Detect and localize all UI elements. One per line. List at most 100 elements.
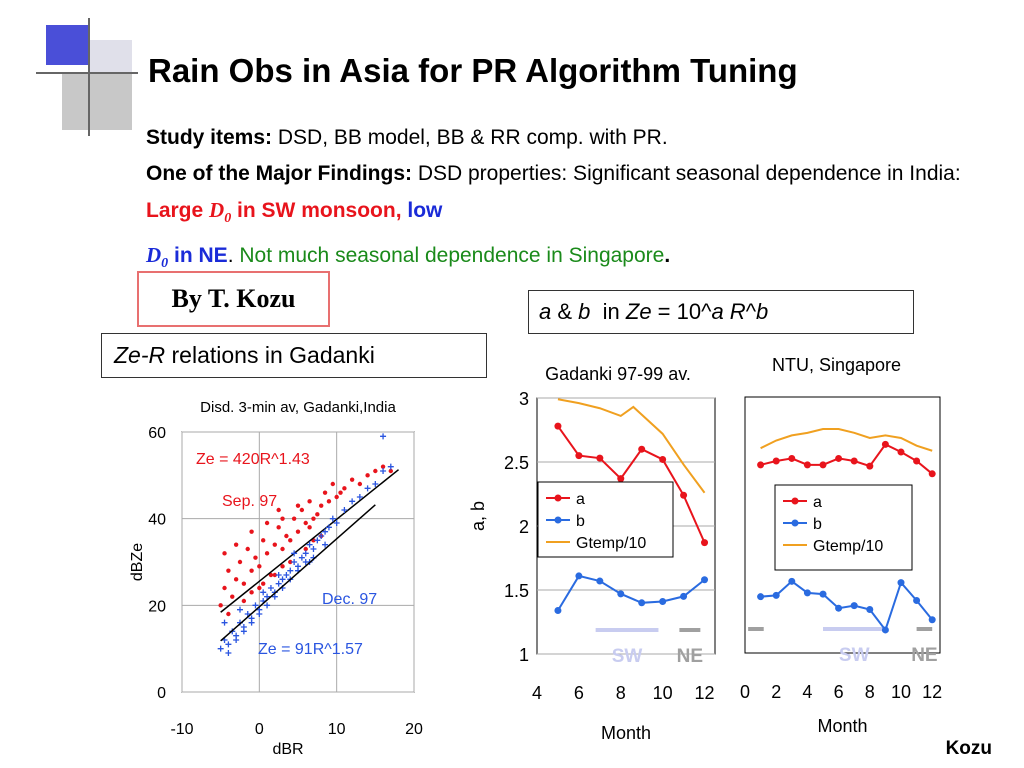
scatter-y-tick-label: 60 xyxy=(148,425,166,442)
line-chart-title: Gadanki 97-99 av. xyxy=(545,364,691,384)
scatter-point-sep97 xyxy=(299,507,305,513)
legend-label: b xyxy=(576,513,585,530)
scatter-point-sep97 xyxy=(253,555,258,560)
season-label: SW xyxy=(839,645,870,666)
scatter-series-label-sep97: Sep. 97 xyxy=(222,493,277,510)
legend-swatch-marker xyxy=(791,519,799,527)
scatter-point-dec97 xyxy=(333,520,340,526)
scatter-x-tick-label: 0 xyxy=(255,721,264,738)
scatter-point-dec97 xyxy=(287,567,294,574)
series-point-b xyxy=(680,592,688,600)
line-x-axis-label: Month xyxy=(601,723,651,743)
series-point-a xyxy=(897,448,905,456)
scatter-point-dec97 xyxy=(240,628,247,635)
scatter-point-sep97 xyxy=(380,464,386,469)
line-x-axis-label: Month xyxy=(817,716,867,736)
series-point-b xyxy=(913,597,921,605)
scatter-point-dec97 xyxy=(283,572,290,578)
scatter-point-dec97 xyxy=(237,606,243,613)
series-point-a xyxy=(638,445,646,453)
line-y-axis-label: a, b xyxy=(468,501,488,531)
scatter-fit-label-sep97: Ze = 420R^1.43 xyxy=(196,451,310,468)
scatter-point-sep97 xyxy=(249,590,254,595)
series-point-a xyxy=(575,452,583,460)
study-label: Study items: xyxy=(146,126,273,149)
series-point-b xyxy=(788,577,796,585)
study-text-block: Study items: DSD, BB model, BB & RR comp… xyxy=(146,120,976,282)
scatter-point-sep97 xyxy=(222,551,227,556)
scatter-point-sep97 xyxy=(272,572,277,578)
scatter-point-sep97 xyxy=(245,546,250,552)
line-x-tick-label: 12 xyxy=(695,683,715,703)
scatter-point-sep97 xyxy=(280,546,285,552)
scatter-point-dec97 xyxy=(225,641,232,648)
line-y-tick-label: 1 xyxy=(519,645,529,665)
scatter-point-dec97 xyxy=(325,524,332,531)
line-chart-title: NTU, Singapore xyxy=(772,355,901,375)
scatter-point-sep97 xyxy=(268,572,274,578)
scatter-y-axis-label: dBZe xyxy=(129,543,146,581)
series-point-a xyxy=(881,440,889,448)
ze-r-relations-box: Ze-R relations in Gadanki xyxy=(101,333,487,378)
line-x-tick-label: 10 xyxy=(653,683,673,703)
scatter-point-dec97 xyxy=(380,433,387,440)
series-point-a xyxy=(772,457,780,465)
scatter-point-dec97 xyxy=(217,645,224,652)
series-point-b xyxy=(617,590,625,598)
scatter-fit-label-dec97: Ze = 91R^1.57 xyxy=(258,641,363,658)
series-point-a xyxy=(913,457,921,465)
series-point-a xyxy=(866,462,874,470)
scatter-point-sep97 xyxy=(342,486,347,491)
scatter-point-dec97 xyxy=(256,611,263,617)
scatter-point-dec97 xyxy=(291,550,298,557)
findings-text: DSD properties: Significant seasonal dep… xyxy=(412,162,961,185)
legend-label: a xyxy=(576,491,585,508)
scatter-point-sep97 xyxy=(288,538,293,543)
finding-period: . xyxy=(227,244,234,268)
series-point-a xyxy=(680,491,688,499)
scatter-point-dec97 xyxy=(260,589,267,596)
scatter-point-sep97 xyxy=(241,598,247,604)
line-y-tick-label: 2.5 xyxy=(504,453,529,473)
scatter-point-sep97 xyxy=(264,520,270,526)
gadanki-line-chart: Gadanki 97-99 av. 1 1.5 2 2.5 3 4 6 8 10 12 Month a,… xyxy=(468,364,716,743)
scatter-point-sep97 xyxy=(241,581,247,586)
scatter-point-sep97 xyxy=(261,538,266,543)
scatter-point-sep97 xyxy=(272,542,277,547)
scatter-point-dec97 xyxy=(225,650,232,656)
series-point-b xyxy=(850,602,858,610)
scatter-point-sep97 xyxy=(276,525,281,530)
series-line-gtemp10 xyxy=(557,398,706,494)
scatter-y-tick-label: 20 xyxy=(148,598,166,615)
series-point-a xyxy=(701,539,709,547)
series-point-b xyxy=(701,576,709,584)
scatter-point-sep97 xyxy=(307,525,312,530)
scatter-point-sep97 xyxy=(237,559,243,565)
corner-square-light xyxy=(88,40,132,74)
findings-label: One of the Major Findings: xyxy=(146,162,412,185)
scatter-point-dec97 xyxy=(372,481,379,487)
series-point-a xyxy=(788,454,796,462)
scatter-series-label-dec97: Dec. 97 xyxy=(322,591,377,608)
series-point-a xyxy=(554,422,562,430)
scatter-point-sep97 xyxy=(257,564,262,569)
series-line-a xyxy=(557,425,706,544)
scatter-point-sep97 xyxy=(291,516,297,521)
series-point-b xyxy=(638,599,646,607)
scatter-point-sep97 xyxy=(311,516,316,521)
legend-swatch-marker xyxy=(554,516,562,524)
line-x-tick-label: 4 xyxy=(802,682,812,702)
series-point-a xyxy=(803,461,811,469)
season-label: SW xyxy=(612,646,643,667)
corner-line-vertical xyxy=(88,18,90,136)
finding-singapore: Not much seasonal dependence in Singapor… xyxy=(233,244,665,268)
scatter-point-sep97 xyxy=(334,494,339,500)
footer-author: Kozu xyxy=(945,738,992,759)
scatter-point-sep97 xyxy=(326,499,332,504)
legend-swatch-marker xyxy=(791,497,799,505)
scatter-x-axis-label: dBR xyxy=(272,741,303,758)
scatter-point-dec97 xyxy=(364,485,371,492)
scatter-point-dec97 xyxy=(279,576,286,583)
scatter-point-dec97 xyxy=(233,637,240,643)
scatter-title: Disd. 3-min av, Gadanki,India xyxy=(200,399,396,416)
